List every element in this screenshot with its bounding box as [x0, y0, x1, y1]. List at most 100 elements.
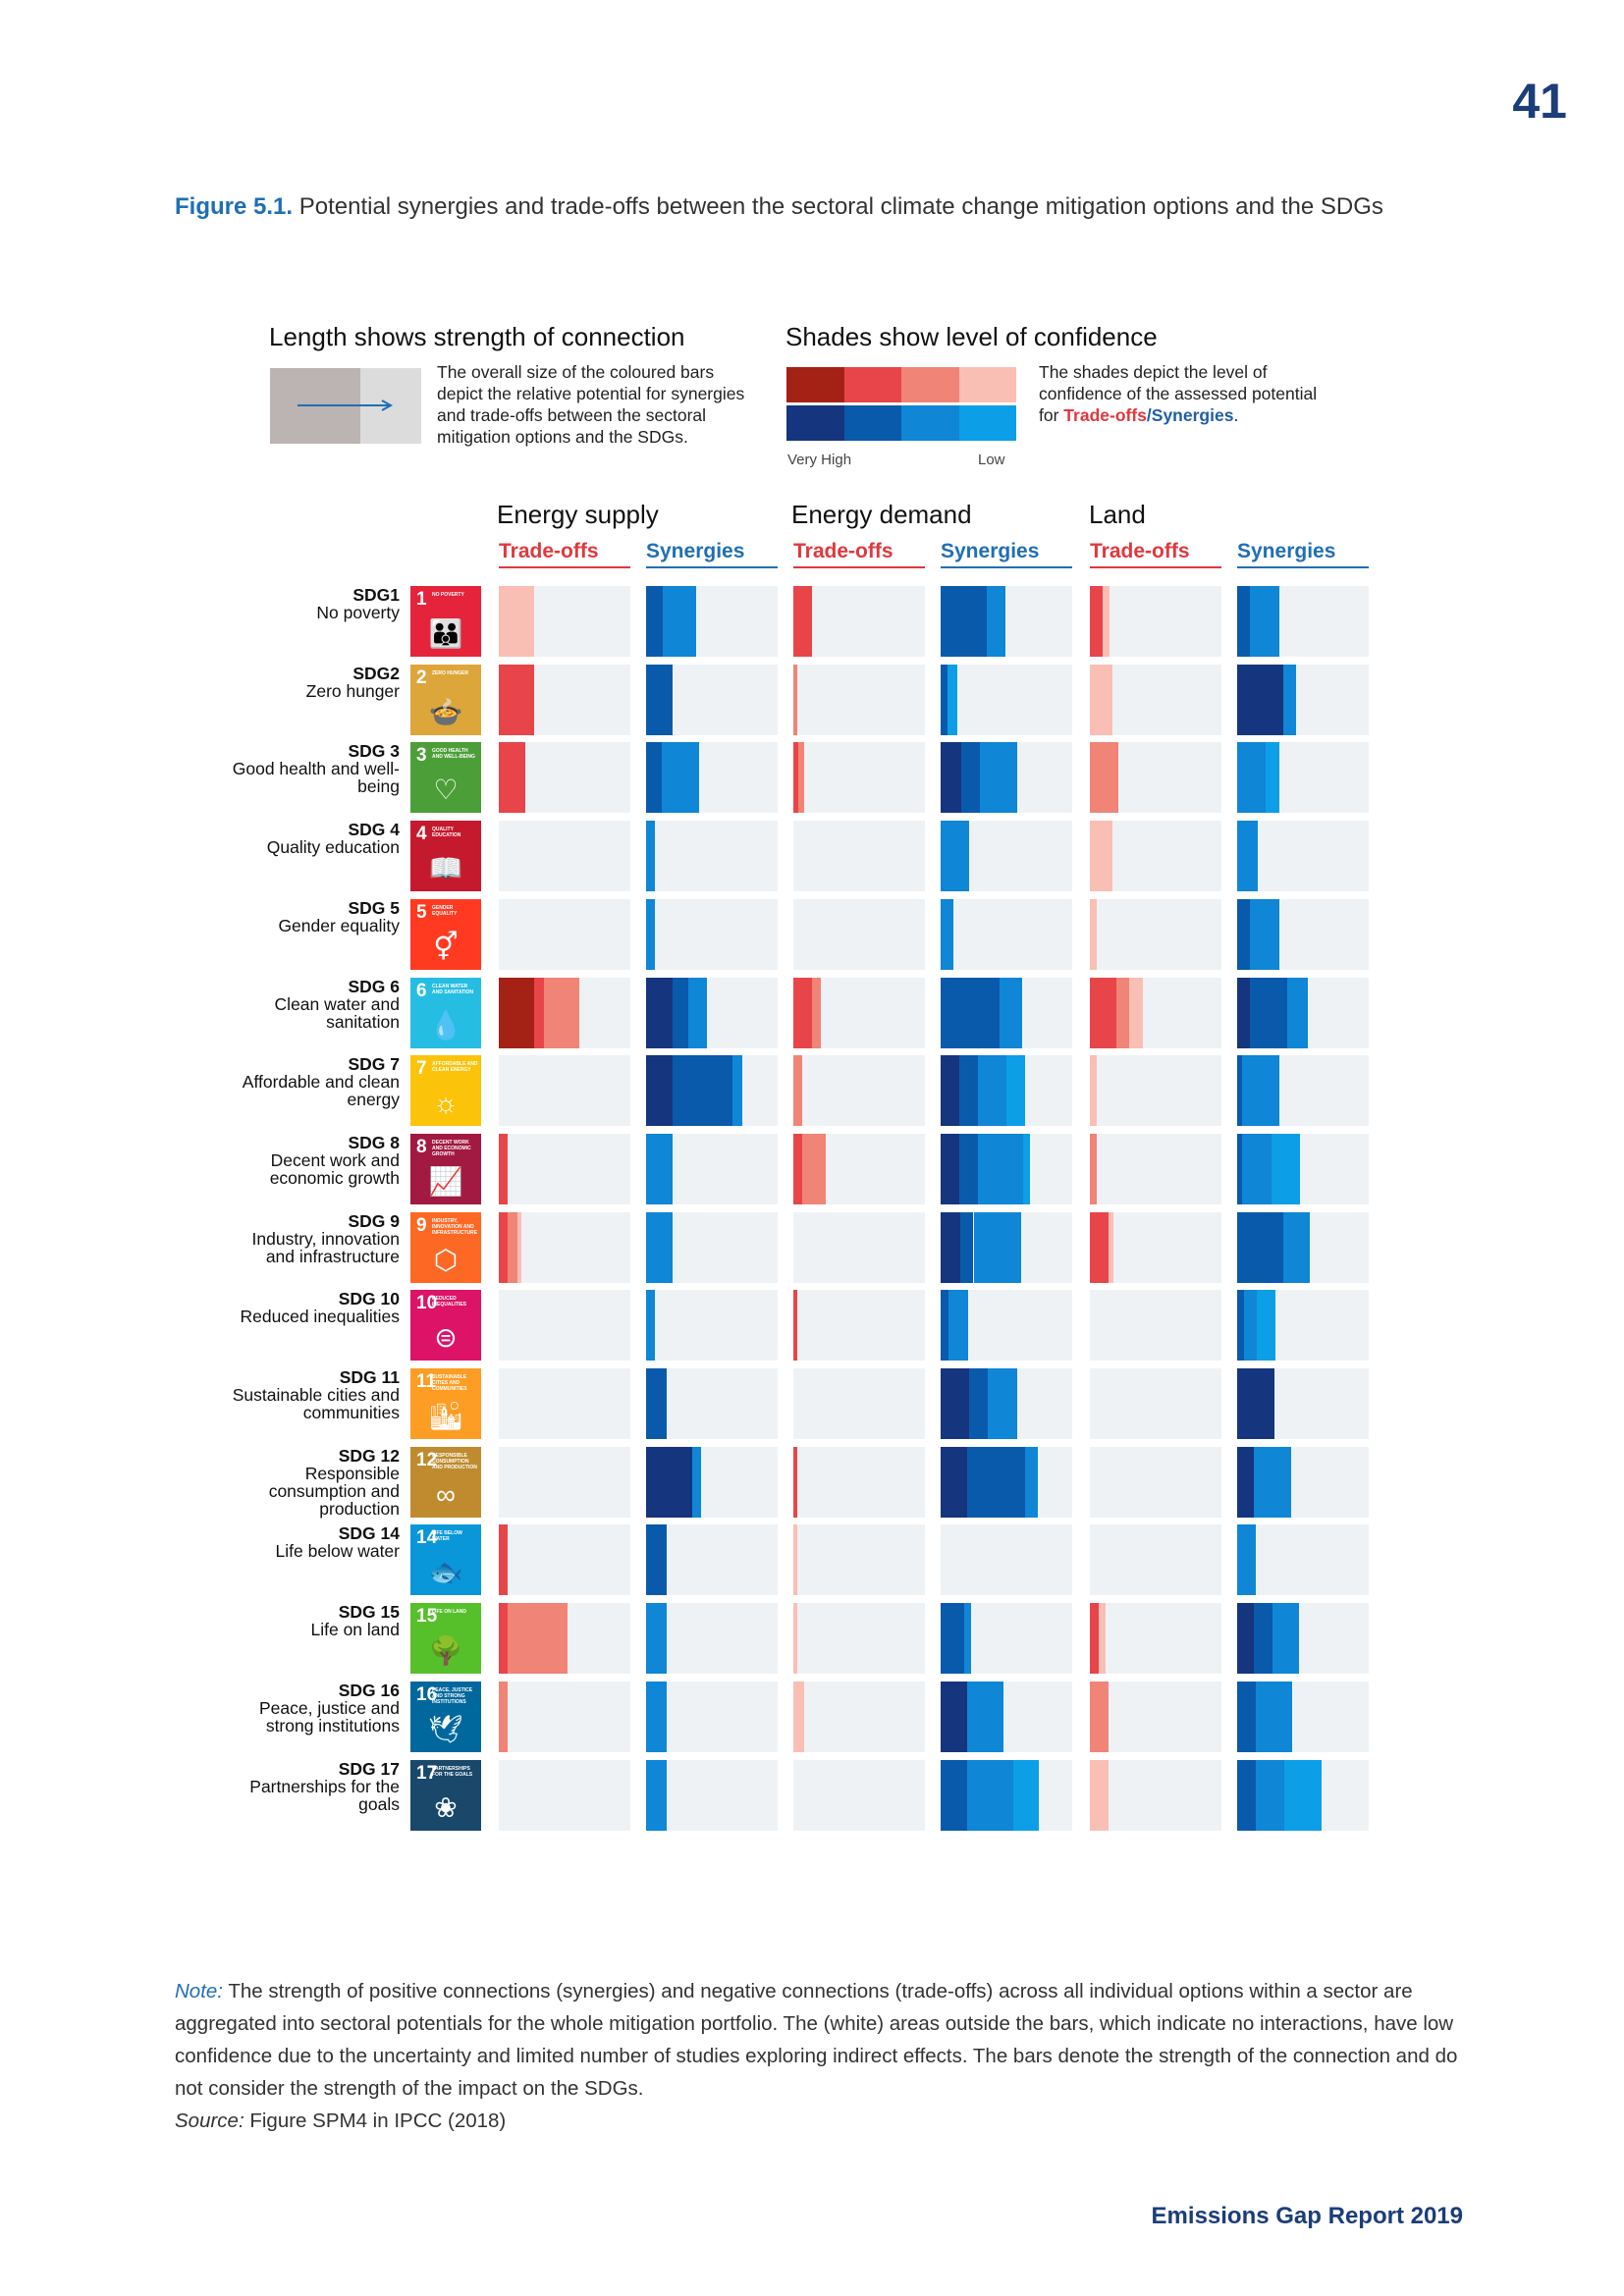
- bar-cell: [941, 1055, 1072, 1127]
- synergy-bar-segment: [941, 1759, 967, 1831]
- synergy-bar-segment: [941, 821, 970, 892]
- sdg-tile-title: QUALITY EDUCATION: [432, 827, 461, 839]
- sdg-goal-icon: ⬡: [433, 1244, 459, 1275]
- legend-synergy-swatch-2: [843, 405, 901, 441]
- legend-shade-tradeoffs: Trade-offs: [1063, 405, 1147, 425]
- synergy-bar-segment: [1254, 1446, 1291, 1518]
- legend-length-title: Length shows strength of connection: [269, 322, 685, 351]
- tradeoff-bar-segment: [793, 1133, 803, 1204]
- bar-cell: [646, 1759, 778, 1831]
- bar-cell: [646, 1603, 778, 1675]
- legend-very-high: Very High: [787, 452, 852, 468]
- synergy-bar-segment: [966, 1446, 1025, 1518]
- bar-cell: [1090, 1368, 1221, 1439]
- tradeoff-bar-segment: [798, 742, 804, 814]
- row-label-code: SDG1: [352, 585, 400, 605]
- synergy-bar-segment: [1255, 1759, 1285, 1831]
- synergy-bar-segment: [941, 1133, 959, 1204]
- synergy-bar-segment: [732, 1055, 742, 1127]
- tradeoff-bar-segment: [1090, 742, 1119, 814]
- sdg-synergy-chart: Energy supply Trade-offs Synergies Energy d…: [223, 500, 1369, 1831]
- synergy-bar-segment: [966, 1681, 1004, 1752]
- synergy-bar-segment: [1006, 1055, 1025, 1127]
- synergy-bar-segment: [646, 898, 656, 970]
- bar-cell: [793, 1290, 925, 1362]
- bar-cell: [499, 1290, 630, 1362]
- bar-cell: [941, 1133, 1072, 1204]
- synergy-bar-segment: [646, 1524, 668, 1596]
- synergy-bar-segment: [646, 1446, 692, 1518]
- legend-shade-synergies: Synergies: [1151, 405, 1234, 425]
- bar-cell: [941, 1524, 1072, 1596]
- legend-length-line-4: mitigation options and the SDGs.: [437, 427, 688, 447]
- row-label-sdg3: SDG 3 Good health and well-being: [223, 742, 400, 795]
- tradeoff-bar-segment: [499, 1211, 509, 1283]
- sdg-tile-12: 12 RESPONSIBLE CONSUMPTION AND PRODUCTION…: [410, 1446, 481, 1518]
- bar-cell: [1090, 1446, 1221, 1518]
- row-label-sdg1: SDG1 No poverty: [223, 586, 400, 621]
- tradeoff-bar-segment: [508, 1603, 568, 1675]
- sdg-goal-icon: ⚥: [433, 931, 459, 962]
- tradeoff-bar-segment: [1090, 1133, 1097, 1204]
- synergy-bar-segment: [986, 586, 1005, 657]
- bar-cell: [941, 1290, 1072, 1362]
- synergy-bar-segment: [958, 1055, 978, 1127]
- row-label-code: SDG 7: [348, 1054, 400, 1075]
- bar-cell: [646, 1133, 778, 1204]
- row-label-name: Responsible consumption and production: [268, 1463, 400, 1519]
- bar-cell: [1090, 1133, 1221, 1204]
- bar-cell: [1237, 1368, 1369, 1439]
- tradeoff-bar-segment: [793, 1446, 798, 1518]
- synergy-bar-segment: [1282, 664, 1297, 735]
- synergy-bar-segment: [961, 742, 981, 814]
- sdg-tile-14: 14 LIFE BELOW WATER 🐟: [410, 1524, 481, 1596]
- bar-cell: [941, 664, 1072, 735]
- row-label-sdg10: SDG 10 Reduced inequalities: [223, 1290, 400, 1325]
- row-label-name: Decent work and economic growth: [269, 1149, 400, 1188]
- sdg-tile-10: 10 REDUCED INEQUALITIES ⊜: [410, 1290, 481, 1362]
- note-text: The strength of positive connections (sy…: [175, 1980, 1458, 2100]
- row-label-name: Peace, justice and strong institutions: [258, 1697, 400, 1735]
- synergy-bar-segment: [941, 1603, 965, 1675]
- synergy-bar-segment: [646, 742, 663, 814]
- synergy-bar-segment: [960, 1211, 974, 1283]
- synergy-bar-segment: [973, 1211, 1021, 1283]
- legend-synergy-swatch-4: [958, 405, 1016, 441]
- bar-cell: [941, 1681, 1072, 1752]
- synergy-bar-segment: [1237, 1133, 1243, 1204]
- bar-cell: [646, 1211, 778, 1283]
- sdg-tile-6: 6 CLEAN WATER AND SANITATION 💧: [410, 977, 481, 1048]
- synergy-bar-segment: [1237, 1446, 1255, 1518]
- row-label-sdg16: SDG 16 Peace, justice and strong institut…: [223, 1682, 400, 1735]
- synergy-bar-segment: [1237, 1290, 1244, 1362]
- sdg-tile-17: 17 PARTNERSHIPS FOR THE GOALS ❀: [410, 1759, 481, 1831]
- row-label-code: SDG 8: [348, 1132, 400, 1152]
- sdg-tile-number: 6: [416, 980, 427, 1001]
- tradeoff-bar-segment: [1103, 586, 1110, 657]
- legend-shade-text: The shades depict the level of confidenc…: [1039, 361, 1363, 426]
- sdg-tile-title: CLEAN WATER AND SANITATION: [432, 983, 474, 995]
- synergy-bar-segment: [1237, 1524, 1256, 1596]
- row-label-sdg7: SDG 7 Affordable and clean energy: [223, 1055, 400, 1108]
- bar-cell: [793, 1446, 925, 1518]
- bar-cell: [1090, 742, 1221, 814]
- sdg-goal-icon: ☼: [433, 1088, 459, 1119]
- legend-shade-dot: .: [1233, 405, 1239, 425]
- synergy-bar-segment: [1266, 742, 1279, 814]
- tradeoff-bar-segment: [793, 664, 798, 735]
- legend-length-arrow: [298, 400, 394, 411]
- legend-length-swatch: [270, 368, 421, 444]
- sdg-tile-title: LIFE ON LAND: [432, 1609, 466, 1616]
- synergy-bar-segment: [1250, 977, 1287, 1048]
- bar-cell: [499, 586, 630, 657]
- bar-cell: [499, 1368, 630, 1439]
- bar-cell: [1237, 742, 1369, 814]
- bar-cell: [1237, 1681, 1369, 1752]
- sdg-goal-icon: 🌳: [428, 1635, 463, 1667]
- row-label-name: Life below water: [275, 1541, 400, 1562]
- synergy-bar-segment: [1255, 1681, 1293, 1752]
- sdg-tile-title: LIFE BELOW WATER: [432, 1530, 462, 1543]
- row-label-code: SDG 3: [348, 741, 400, 762]
- sdg-tile-2: 2 ZERO HUNGER 🍲: [410, 664, 481, 735]
- synergy-bar-segment: [941, 742, 962, 814]
